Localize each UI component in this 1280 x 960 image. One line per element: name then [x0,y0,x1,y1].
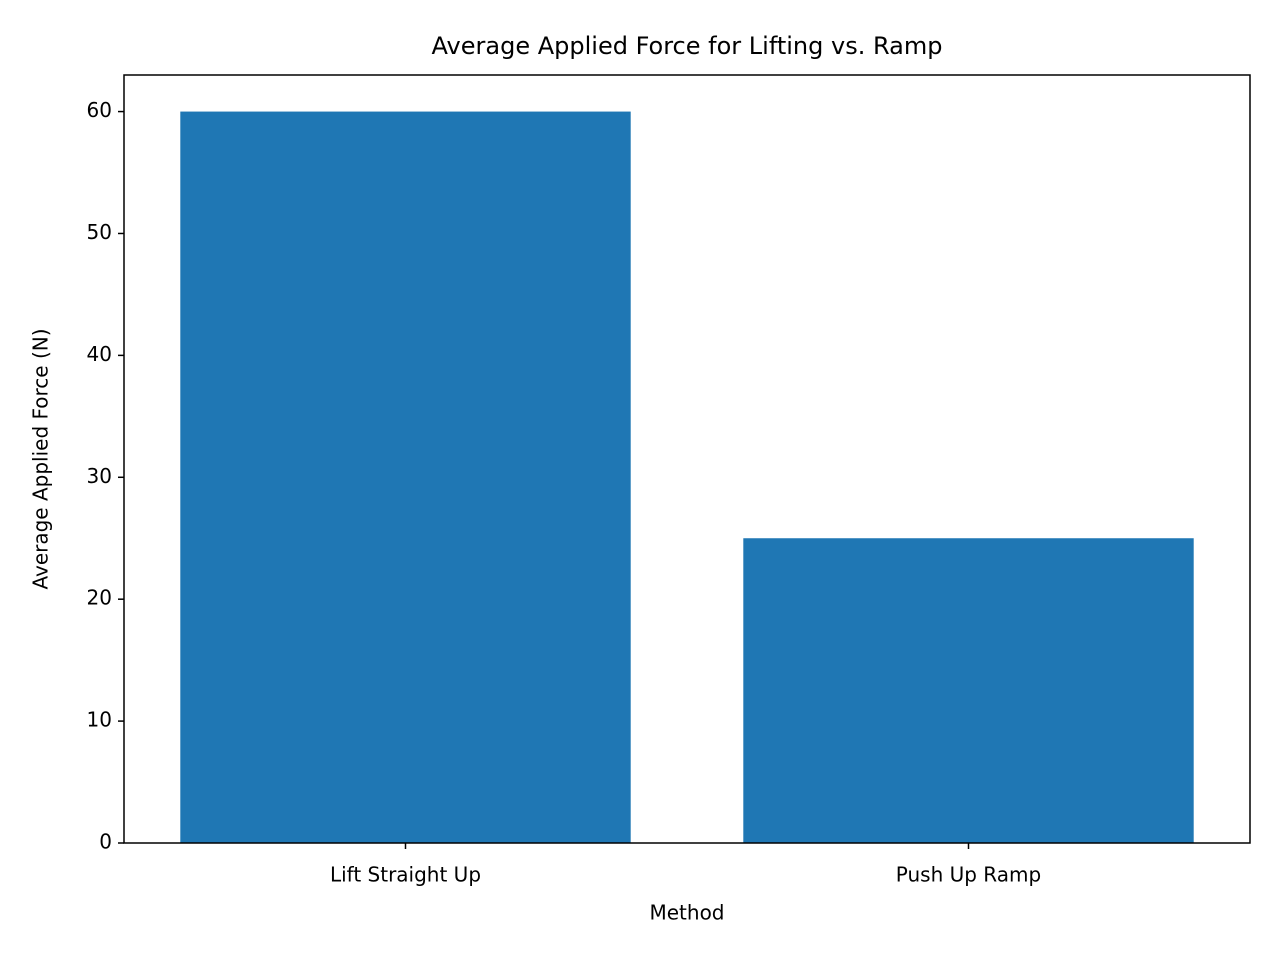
plot-frame [123,74,1251,844]
y-tick-label: 10 [87,708,112,732]
y-tick-label: 0 [99,830,112,854]
x-axis-label: Method [649,901,724,925]
y-tick-label: 20 [87,586,112,610]
y-tick-label: 60 [87,98,112,122]
y-tick-label: 30 [87,464,112,488]
y-axis-label: Average Applied Force (N) [29,328,53,589]
bar [743,538,1194,843]
bar [180,111,631,844]
chart-title: Average Applied Force for Lifting vs. Ra… [432,32,943,60]
x-tick-label: Push Up Ramp [896,863,1041,887]
y-tick-label: 50 [87,220,112,244]
x-tick-label: Lift Straight Up [330,863,481,887]
y-tick-label: 40 [87,342,112,366]
